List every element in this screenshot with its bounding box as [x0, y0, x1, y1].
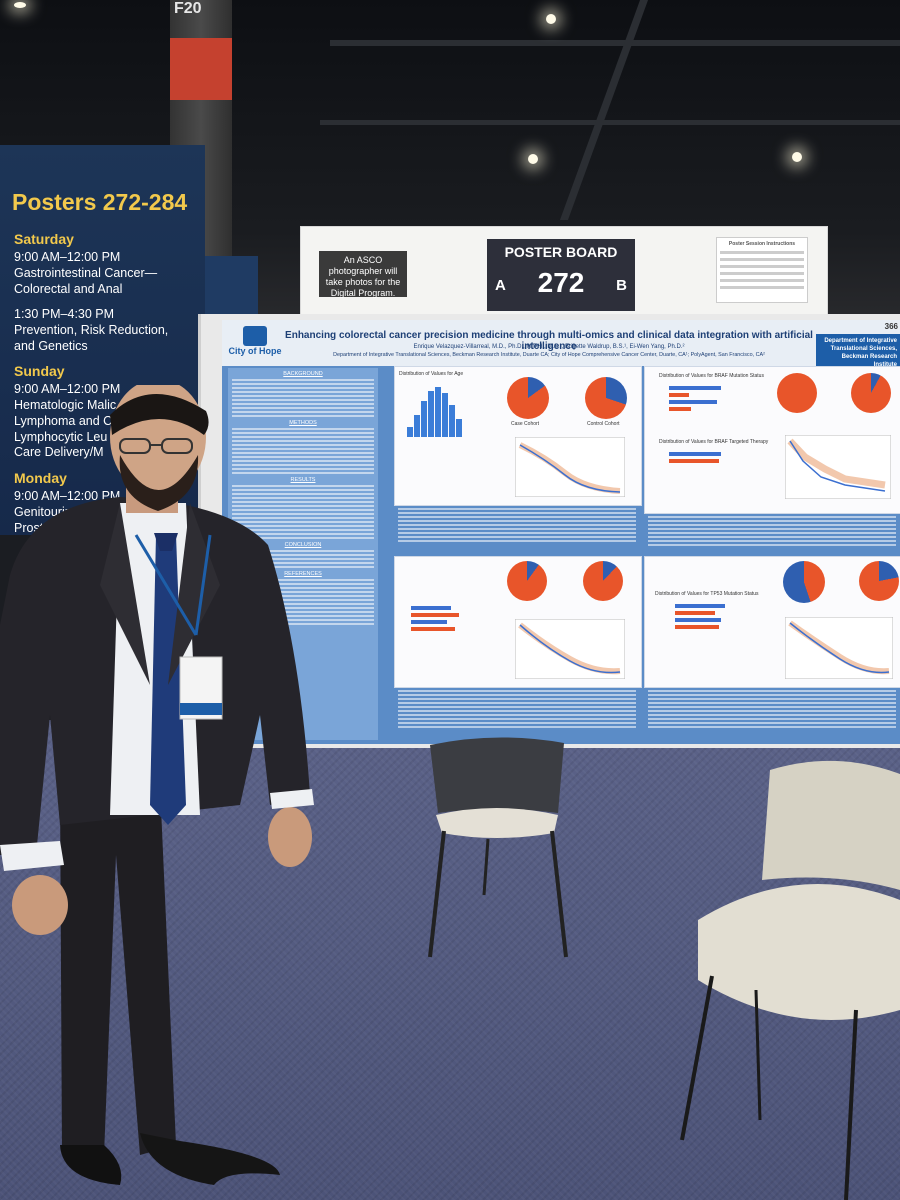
panel-title: Distribution of Values for TP53 Mutation…	[655, 591, 759, 597]
figure-caption	[394, 506, 640, 552]
survival-curve	[515, 437, 625, 497]
sign-line: 1:30 PM–4:30 PM	[14, 307, 115, 321]
figure-panel-braf: Distribution of Values for BRAF Mutation…	[644, 366, 900, 514]
sign-line: 9:00 AM–12:00 PM	[14, 489, 121, 503]
pillar-number: F20	[174, 0, 202, 17]
city-of-hope-logo: City of Hope	[228, 326, 282, 364]
sign-line: Gastrointestinal Cancer—	[14, 266, 158, 280]
center-chair	[428, 737, 568, 958]
ceiling-beam	[559, 0, 649, 220]
control-cohort-pie	[851, 373, 891, 413]
poster-board-label: POSTER BOARD	[504, 244, 618, 260]
pillar-red-panel	[170, 38, 232, 100]
sign-line: Lymphocytic Leu	[14, 430, 108, 444]
case-cohort-pie	[507, 377, 549, 419]
case-cohort-pie	[783, 561, 825, 603]
sign-day-monday: Monday	[14, 470, 67, 486]
right-chair	[680, 760, 900, 1200]
poster-header: City of Hope Enhancing colorectal cancer…	[222, 320, 900, 368]
ceiling-light	[14, 2, 26, 8]
case-cohort-pie	[507, 561, 547, 601]
panel-title: Distribution of Values for BRAF Mutation…	[659, 373, 764, 379]
poster-authors: Enrique Velazquez-Villarreal, M.D., Ph.D…	[413, 344, 685, 350]
control-cohort-pie	[859, 561, 899, 601]
sign-line: Lymphoma and C	[14, 414, 113, 428]
figure-caption	[644, 514, 900, 554]
poster-board-header: An ASCO photographer will take photos fo…	[300, 226, 828, 320]
photographer-note: An ASCO photographer will take photos fo…	[319, 251, 407, 298]
survival-curve	[785, 617, 893, 679]
section-heading: BACKGROUND	[283, 371, 323, 377]
figure-panel-age: Distribution of Values for Age Case Coho…	[394, 366, 642, 506]
control-cohort-pie	[585, 377, 627, 419]
panel-title: Distribution of Values for Age	[399, 371, 464, 377]
tp53-bar-chart	[675, 601, 735, 632]
section-heading: METHODS	[289, 420, 317, 426]
board-number: 272	[537, 267, 585, 298]
logo-mark-icon	[243, 326, 267, 346]
poster-number: 366	[884, 322, 898, 331]
sign-line: 9:00 AM–12:00 PM	[14, 250, 121, 264]
control-cohort-pie	[583, 561, 623, 601]
presenter-person	[0, 385, 314, 1185]
sign-line: and Genetics	[14, 339, 88, 353]
sign-line: Care Delivery/M	[14, 445, 104, 459]
poster-affiliations: Department of Integrative Translational …	[333, 352, 765, 358]
panel-title: Distribution of Values for BRAF Targeted…	[659, 439, 769, 445]
department-box: Department of Integrative Translational …	[816, 334, 900, 368]
age-histogram	[407, 387, 462, 437]
poster-title: Enhancing colorectal cancer precision me…	[285, 330, 813, 352]
section-heading: REFERENCES	[284, 571, 322, 577]
ceiling-light	[546, 14, 556, 24]
sign-title: Posters 272-284	[12, 189, 188, 215]
ceiling-beam	[330, 40, 900, 46]
sign-line: 9:00 AM–12:00 PM	[14, 382, 121, 396]
braf-bar-chart	[669, 383, 729, 414]
board-side-b: B	[616, 277, 627, 294]
case-cohort-pie	[777, 373, 817, 413]
sign-day-sunday: Sunday	[14, 363, 65, 379]
logo-text: City of Hope	[228, 346, 282, 356]
survival-curve	[785, 435, 891, 499]
board-side-a: A	[495, 277, 506, 294]
pie-label: Case Cohort	[511, 421, 540, 427]
figure-caption	[644, 688, 900, 738]
poster-board-number-box: POSTER BOARD A 272 B	[487, 239, 635, 311]
survival-curve	[515, 619, 625, 679]
pie-label: Control Cohort	[587, 421, 620, 427]
ceiling-beam	[320, 120, 900, 125]
sign-line: Prevention, Risk Reduction,	[14, 323, 169, 337]
ceiling-light	[528, 154, 538, 164]
ceiling-light	[792, 152, 802, 162]
section-heading: RESULTS	[290, 477, 316, 483]
figure-panel-tp53: Distribution of Values for TP53 Mutation…	[644, 556, 900, 688]
pathway-bar-chart	[411, 603, 471, 634]
instructions-title: Poster Session Instructions	[728, 241, 796, 247]
section-heading: CONCLUSION	[284, 542, 322, 548]
research-poster: City of Hope Enhancing colorectal cancer…	[222, 320, 900, 744]
sign-day-saturday: Saturday	[14, 231, 74, 247]
figure-caption	[394, 688, 640, 738]
figure-panel-tp53-pathway	[394, 556, 642, 688]
sign-line: Hematologic Malic	[14, 398, 117, 412]
braf-therapy-bar-chart	[669, 449, 729, 466]
sign-line: Colorectal and Anal	[14, 282, 123, 296]
poster-session-instructions: Poster Session Instructions	[716, 237, 808, 303]
